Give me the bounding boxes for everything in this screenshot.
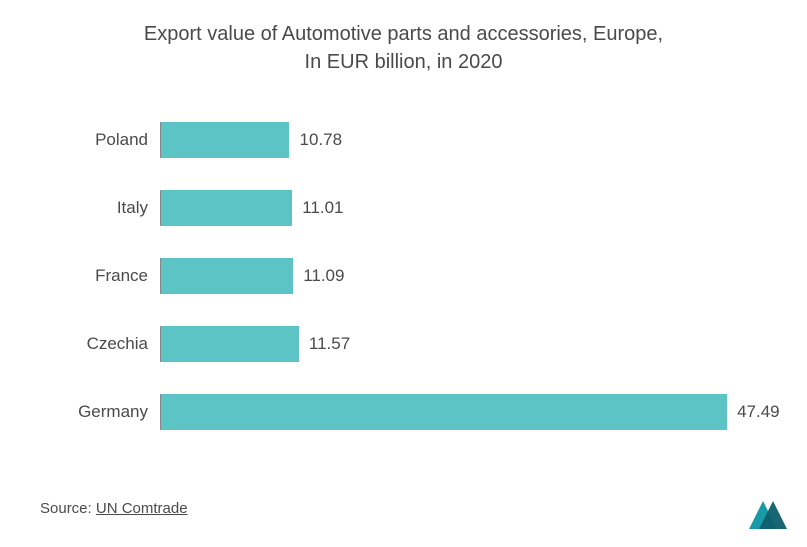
bar-row: France11.09 [70,252,757,300]
bar-value-label: 11.57 [309,334,350,354]
bar: 11.01 [161,190,292,226]
brand-logo-icon [743,497,787,529]
bar-track: 11.57 [160,326,757,362]
chart-container: Export value of Automotive parts and acc… [0,0,807,547]
bar-group: Poland10.78Italy11.01France11.09Czechia1… [70,106,757,476]
title-line-1: Export value of Automotive parts and acc… [144,23,663,45]
bar-value-label: 11.09 [303,266,344,286]
source-prefix: Source: [40,500,96,517]
title-line-2: In EUR billion, in 2020 [305,51,503,73]
bar-category-label: Germany [70,402,160,422]
source-name: UN Comtrade [96,500,188,517]
bar-category-label: Poland [70,130,160,150]
bar-track: 11.01 [160,190,757,226]
bar-value-label: 10.78 [299,130,342,150]
bar: 11.57 [161,326,299,362]
bar-track: 47.49 [160,394,757,430]
bar-value-label: 47.49 [737,402,780,422]
bar-row: Italy11.01 [70,184,757,232]
bar-row: Poland10.78 [70,116,757,164]
chart-title: Export value of Automotive parts and acc… [30,20,777,76]
bar-value-label: 11.01 [302,198,343,218]
bar: 47.49 [161,394,727,430]
bar: 10.78 [161,122,289,158]
bar-row: Czechia11.57 [70,320,757,368]
bar: 11.09 [161,258,293,294]
bar-track: 10.78 [160,122,757,158]
plot-area: Poland10.78Italy11.01France11.09Czechia1… [70,106,757,476]
bar-row: Germany47.49 [70,388,757,436]
bar-category-label: Czechia [70,334,160,354]
source-line: Source: UN Comtrade [40,500,777,517]
bar-track: 11.09 [160,258,757,294]
bar-category-label: Italy [70,198,160,218]
bar-category-label: France [70,266,160,286]
